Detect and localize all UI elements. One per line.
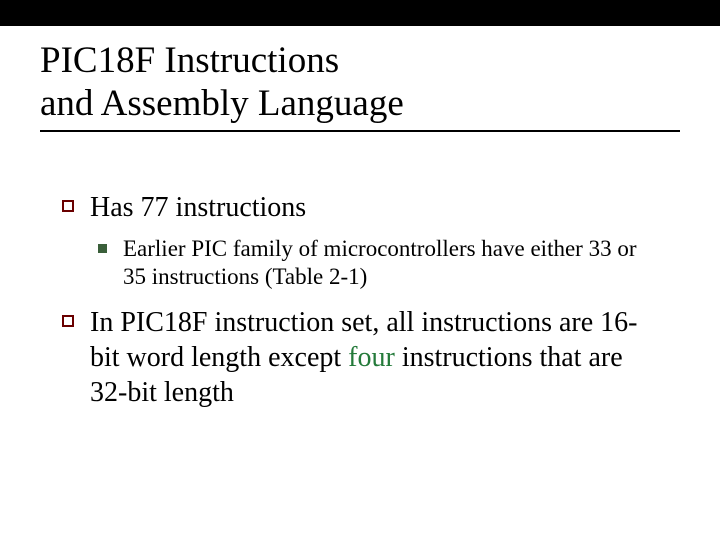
bullet-text: In PIC18F instruction set, all instructi… xyxy=(90,305,662,410)
square-solid-icon xyxy=(98,244,107,253)
square-open-icon xyxy=(62,200,74,212)
square-open-icon xyxy=(62,315,74,327)
title-underline xyxy=(40,130,680,132)
slide-title: PIC18F Instructions and Assembly Languag… xyxy=(40,40,404,125)
bullet-text: Earlier PIC family of microcontrollers h… xyxy=(123,235,662,291)
title-line-1: PIC18F Instructions xyxy=(40,40,404,83)
title-line-2: and Assembly Language xyxy=(40,83,404,126)
bullet-l1: Has 77 instructions xyxy=(62,190,662,225)
highlight-word: four xyxy=(348,342,395,373)
slide: PIC18F Instructions and Assembly Languag… xyxy=(0,0,720,540)
bullet-l2: Earlier PIC family of microcontrollers h… xyxy=(98,235,662,291)
bullet-l1: In PIC18F instruction set, all instructi… xyxy=(62,305,662,410)
top-bar xyxy=(0,0,720,26)
spacer xyxy=(62,291,662,305)
bullet-text: Has 77 instructions xyxy=(90,190,306,225)
content-area: Has 77 instructions Earlier PIC family o… xyxy=(62,190,662,410)
